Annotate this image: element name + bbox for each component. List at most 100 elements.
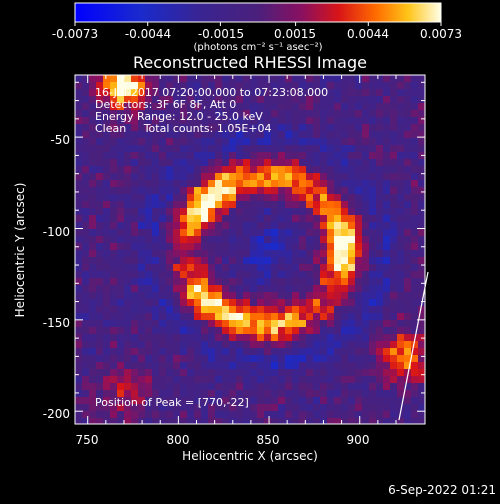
heatmap-cell — [299, 376, 306, 383]
heatmap-cell — [348, 180, 355, 187]
heatmap-cell — [271, 278, 278, 285]
heatmap-cell — [166, 348, 173, 355]
heatmap-cell — [348, 75, 355, 82]
heatmap-cell — [159, 348, 166, 355]
heatmap-cell — [96, 278, 103, 285]
heatmap-cell — [285, 82, 292, 89]
heatmap-cell — [75, 292, 82, 299]
heatmap-cell — [117, 89, 124, 96]
heatmap-cell — [208, 264, 215, 271]
heatmap-cell — [299, 334, 306, 341]
heatmap-cell — [89, 362, 96, 369]
heatmap-cell — [103, 376, 110, 383]
heatmap-cell — [278, 82, 285, 89]
heatmap-cell — [271, 110, 278, 117]
heatmap-cell — [187, 243, 194, 250]
heatmap-cell — [152, 404, 159, 411]
heatmap-cell — [201, 229, 208, 236]
heatmap-cell — [82, 299, 89, 306]
heatmap-cell — [313, 383, 320, 390]
heatmap-cell — [187, 264, 194, 271]
heatmap-cell — [271, 243, 278, 250]
heatmap-cell — [152, 271, 159, 278]
heatmap-cell — [166, 341, 173, 348]
heatmap-cell — [159, 159, 166, 166]
heatmap-cell — [327, 348, 334, 355]
heatmap-cell — [299, 369, 306, 376]
heatmap-cell — [166, 369, 173, 376]
heatmap-cell — [257, 222, 264, 229]
heatmap-cell — [285, 376, 292, 383]
heatmap-cell — [215, 271, 222, 278]
heatmap-cell — [215, 103, 222, 110]
heatmap-cell — [110, 159, 117, 166]
heatmap-cell — [75, 390, 82, 397]
heatmap-cell — [404, 180, 411, 187]
heatmap-cell — [215, 390, 222, 397]
heatmap-cell — [397, 299, 404, 306]
heatmap-cell — [355, 159, 362, 166]
heatmap-cell — [124, 89, 131, 96]
heatmap-cell — [117, 362, 124, 369]
heatmap-cell — [299, 355, 306, 362]
heatmap-cell — [292, 271, 299, 278]
heatmap-cell — [320, 215, 327, 222]
heatmap-cell — [243, 348, 250, 355]
heatmap-cell — [383, 341, 390, 348]
heatmap-cell — [243, 222, 250, 229]
heatmap-cell — [327, 208, 334, 215]
heatmap-cell — [117, 383, 124, 390]
heatmap-cell — [327, 362, 334, 369]
heatmap-cell — [215, 236, 222, 243]
heatmap-cell — [341, 362, 348, 369]
heatmap-cell — [390, 194, 397, 201]
heatmap-cell — [180, 222, 187, 229]
heatmap-cell — [376, 348, 383, 355]
heatmap-cell — [173, 376, 180, 383]
heatmap-cell — [383, 369, 390, 376]
heatmap-cell — [257, 166, 264, 173]
heatmap-cell — [82, 362, 89, 369]
heatmap-cell — [327, 285, 334, 292]
heatmap-cell — [243, 355, 250, 362]
heatmap-cell — [110, 75, 117, 82]
heatmap-cell — [180, 348, 187, 355]
heatmap-cell — [383, 285, 390, 292]
heatmap-cell — [348, 285, 355, 292]
heatmap-cell — [180, 173, 187, 180]
heatmap-cell — [138, 222, 145, 229]
heatmap-cell — [404, 89, 411, 96]
heatmap-cell — [187, 124, 194, 131]
heatmap-cell — [110, 278, 117, 285]
heatmap-cell — [124, 271, 131, 278]
heatmap-cell — [411, 383, 418, 390]
heatmap-cell — [236, 82, 243, 89]
heatmap-cell — [362, 369, 369, 376]
heatmap-cell — [229, 411, 236, 418]
heatmap-cell — [124, 75, 131, 82]
heatmap-cell — [243, 271, 250, 278]
heatmap-cell — [257, 285, 264, 292]
heatmap-cell — [180, 250, 187, 257]
heatmap-cell — [355, 334, 362, 341]
heatmap-cell — [348, 264, 355, 271]
heatmap-cell — [250, 89, 257, 96]
heatmap-cell — [215, 341, 222, 348]
heatmap-cell — [341, 264, 348, 271]
heatmap-cell — [222, 229, 229, 236]
heatmap-cell — [348, 243, 355, 250]
heatmap-cell — [292, 292, 299, 299]
heatmap-cell — [369, 306, 376, 313]
heatmap-cell — [320, 320, 327, 327]
heatmap-cell — [334, 82, 341, 89]
heatmap-cell — [145, 383, 152, 390]
heatmap-cell — [215, 208, 222, 215]
heatmap-cell — [222, 278, 229, 285]
heatmap-cell — [313, 229, 320, 236]
heatmap-cell — [215, 320, 222, 327]
heatmap-cell — [313, 96, 320, 103]
heatmap-cell — [348, 390, 355, 397]
heatmap-cell — [383, 180, 390, 187]
heatmap-cell — [215, 82, 222, 89]
heatmap-cell — [82, 236, 89, 243]
